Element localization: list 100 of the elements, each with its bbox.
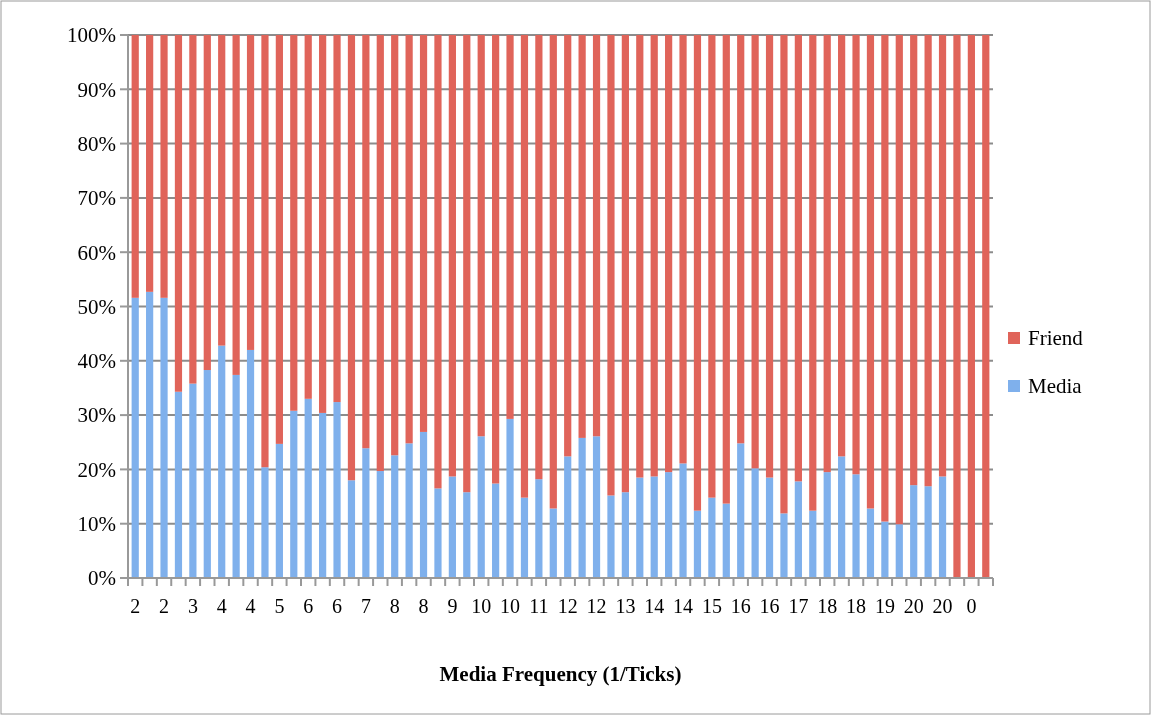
bar bbox=[232, 374, 240, 578]
bar bbox=[448, 35, 456, 477]
bar bbox=[203, 35, 211, 371]
bar bbox=[693, 510, 702, 578]
x-tick-label: 2 bbox=[159, 595, 170, 617]
legend-label: Media bbox=[1028, 374, 1083, 399]
bar bbox=[780, 35, 788, 514]
bar bbox=[578, 437, 586, 578]
bar bbox=[549, 35, 557, 509]
bar bbox=[650, 35, 658, 477]
bar bbox=[304, 398, 312, 578]
bar bbox=[275, 443, 283, 578]
bar bbox=[304, 35, 312, 399]
y-tick-label: 50% bbox=[77, 294, 116, 319]
bar bbox=[333, 35, 341, 403]
x-tick-label: 0 bbox=[966, 595, 977, 617]
x-tick-label: 12 bbox=[557, 595, 578, 617]
bar bbox=[607, 495, 615, 578]
bar bbox=[621, 492, 629, 578]
bar bbox=[362, 448, 370, 578]
bar bbox=[218, 35, 226, 346]
bar bbox=[708, 497, 716, 578]
x-tick-label: 20 bbox=[932, 595, 953, 617]
y-tick-label: 30% bbox=[77, 403, 116, 428]
bar bbox=[722, 503, 730, 578]
bar bbox=[679, 463, 687, 578]
bar bbox=[419, 35, 428, 432]
bar bbox=[607, 35, 615, 496]
bar bbox=[232, 35, 240, 375]
x-tick-label: 10 bbox=[500, 595, 521, 617]
y-tick-label: 80% bbox=[77, 131, 116, 156]
bar bbox=[218, 345, 226, 578]
bar bbox=[665, 472, 673, 578]
bar bbox=[953, 35, 961, 578]
bar bbox=[564, 456, 572, 578]
x-tick-label: 19 bbox=[874, 595, 895, 617]
x-tick-label: 13 bbox=[615, 595, 636, 617]
bar bbox=[347, 480, 356, 578]
bar bbox=[852, 474, 860, 578]
x-tick-label: 4 bbox=[216, 595, 227, 617]
x-tick-label: 15 bbox=[701, 595, 722, 617]
x-tick-label: 8 bbox=[389, 595, 400, 617]
bar bbox=[203, 370, 211, 578]
bar bbox=[765, 477, 774, 578]
bar bbox=[448, 476, 456, 578]
bar bbox=[838, 456, 846, 578]
bar bbox=[405, 35, 413, 444]
bar bbox=[621, 35, 629, 493]
bar bbox=[636, 35, 644, 478]
y-tick-label: 90% bbox=[77, 77, 116, 102]
bar bbox=[967, 35, 975, 578]
bar bbox=[261, 467, 269, 578]
bar bbox=[391, 35, 399, 456]
bar bbox=[549, 508, 557, 578]
bar bbox=[938, 35, 947, 477]
bar bbox=[174, 35, 183, 392]
bar bbox=[160, 35, 168, 298]
x-axis-title: Media Frequency (1/Ticks) bbox=[439, 662, 682, 686]
y-tick-label: 0% bbox=[88, 566, 116, 591]
bar bbox=[520, 35, 529, 498]
bar bbox=[751, 35, 759, 469]
bar bbox=[737, 35, 745, 444]
bar bbox=[592, 35, 601, 437]
bar bbox=[275, 35, 283, 444]
bar bbox=[881, 521, 889, 578]
bar bbox=[794, 35, 802, 482]
x-tick-label: 14 bbox=[673, 595, 694, 617]
bar bbox=[895, 35, 903, 525]
bar bbox=[174, 391, 183, 578]
x-tick-label: 5 bbox=[274, 595, 285, 617]
bar bbox=[592, 436, 601, 578]
bar bbox=[693, 35, 702, 511]
y-tick-label: 70% bbox=[77, 186, 116, 211]
bar bbox=[189, 383, 197, 578]
bar bbox=[910, 485, 918, 578]
bar bbox=[881, 35, 889, 522]
bar bbox=[636, 477, 644, 578]
y-tick-label: 20% bbox=[77, 457, 116, 482]
bar bbox=[376, 35, 384, 472]
bar bbox=[780, 513, 788, 578]
bar bbox=[131, 35, 139, 298]
bar bbox=[362, 35, 370, 449]
bar bbox=[506, 418, 514, 578]
bar bbox=[492, 35, 500, 484]
x-tick-label: 14 bbox=[644, 595, 665, 617]
bar bbox=[982, 35, 990, 578]
bar bbox=[751, 468, 759, 578]
bar bbox=[520, 497, 529, 578]
bar bbox=[376, 471, 384, 578]
x-tick-label: 6 bbox=[303, 595, 314, 617]
bar bbox=[419, 431, 428, 578]
x-tick-label: 10 bbox=[471, 595, 492, 617]
x-tick-label: 18 bbox=[846, 595, 867, 617]
bar bbox=[838, 35, 846, 457]
bar bbox=[463, 35, 471, 493]
bar bbox=[189, 35, 197, 384]
bar bbox=[823, 472, 831, 578]
y-tick-label: 60% bbox=[77, 240, 116, 265]
x-tick-label: 8 bbox=[418, 595, 429, 617]
bar bbox=[809, 510, 817, 578]
